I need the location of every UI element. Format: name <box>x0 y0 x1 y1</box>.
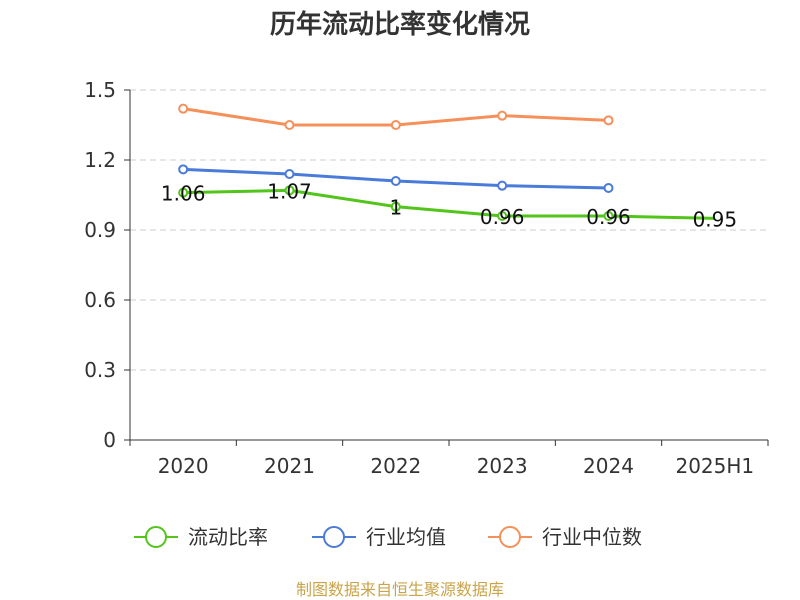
data-label: 1 <box>389 196 402 220</box>
legend-marker <box>145 526 167 548</box>
data-point <box>497 211 508 221</box>
x-tick-label: 2021 <box>264 454 315 478</box>
data-label: 1.07 <box>267 179 312 203</box>
data-point <box>284 120 295 130</box>
data-point <box>284 169 295 179</box>
y-tick-label: 1.2 <box>84 148 116 172</box>
data-label: 0.96 <box>480 205 525 229</box>
x-tick-label: 2022 <box>370 454 421 478</box>
legend-item-0[interactable]: 流动比率 <box>134 525 268 549</box>
y-tick-label: 1.5 <box>84 78 116 102</box>
grid-lines <box>130 89 768 371</box>
x-tick-label: 2025H1 <box>675 454 754 478</box>
axes: 0 0.3 0.6 0.9 1.2 1.5 2020 2021 2022 2023 2024 2025… <box>84 78 769 478</box>
legend-label: 行业中位数 <box>542 525 642 549</box>
data-label: 0.95 <box>693 207 738 231</box>
x-tick-label: 2023 <box>477 454 528 478</box>
data-point <box>603 211 614 221</box>
data-point <box>603 183 614 193</box>
data-point <box>284 185 295 196</box>
data-point <box>178 187 189 198</box>
legend-item-1[interactable]: 行业均值 <box>312 525 446 549</box>
series-lines <box>178 103 715 221</box>
data-point <box>497 180 508 191</box>
y-tick-label: 0.9 <box>84 218 116 242</box>
data-point <box>178 103 189 114</box>
legend-marker <box>499 526 521 548</box>
legend-label: 行业均值 <box>366 525 446 549</box>
series-line-0 <box>183 188 715 220</box>
data-point <box>390 201 401 212</box>
data-point <box>390 120 401 130</box>
chart-title: 历年流动比率变化情况 <box>270 9 530 40</box>
data-point <box>497 110 508 121</box>
data-point <box>390 176 401 186</box>
legend: 流动比率 行业均值 行业中位数 <box>134 525 642 549</box>
legend-label: 流动比率 <box>188 525 268 549</box>
y-tick-label: 0 <box>103 428 116 452</box>
y-tick-label: 0.6 <box>84 288 116 312</box>
data-label: 0.96 <box>586 205 631 229</box>
x-tick-label: 2024 <box>583 454 634 478</box>
legend-item-2[interactable]: 行业中位数 <box>488 525 642 549</box>
data-label: 1.06 <box>161 182 206 206</box>
x-tick-label: 2020 <box>158 454 209 478</box>
y-tick-label: 0.3 <box>84 358 116 382</box>
data-point <box>603 115 614 126</box>
source-note: 制图数据来自恒生聚源数据库 <box>296 580 504 599</box>
legend-marker <box>323 526 345 548</box>
data-point <box>178 164 189 175</box>
data-labels: 1.06 1.07 1 0.96 0.96 0.95 <box>161 179 737 231</box>
